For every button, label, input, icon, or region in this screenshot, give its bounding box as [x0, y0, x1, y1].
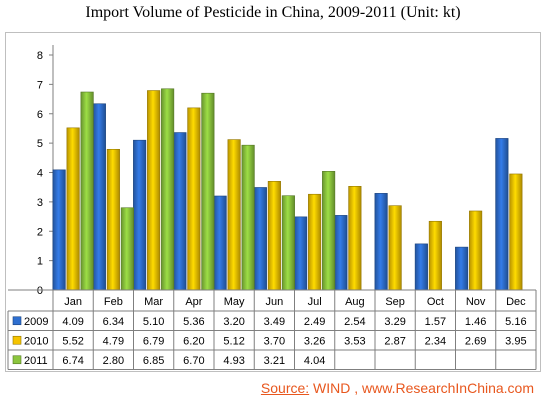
x-tick-label: May — [224, 296, 245, 308]
data-label-2010-Aug: 3.53 — [344, 335, 365, 347]
data-label-2009-Jan: 4.09 — [62, 316, 83, 328]
bar-2010-Oct — [428, 220, 442, 291]
y-tick-label: 4 — [37, 168, 43, 180]
bar-2009-Dec — [495, 138, 509, 291]
y-tick-label: 7 — [37, 79, 43, 91]
data-label-2011-Feb: 2.80 — [103, 355, 124, 367]
data-label-2010-May: 5.12 — [223, 335, 244, 347]
legend-key-2011 — [12, 355, 22, 365]
data-label-2009-Feb: 6.34 — [103, 316, 124, 328]
bar-2010-Feb — [106, 148, 120, 291]
x-tick-label: Apr — [185, 296, 202, 308]
bar-2010-Dec — [509, 173, 523, 291]
data-label-2009-Nov: 1.46 — [465, 316, 486, 328]
bar-2011-Mar — [161, 88, 175, 291]
source-label: Source: — [260, 380, 310, 396]
bar-2010-Sep — [388, 205, 402, 291]
bar-2010-Jan — [66, 127, 80, 291]
y-tick-label: 2 — [37, 226, 43, 238]
data-label-2009-Dec: 5.16 — [505, 316, 526, 328]
source-text: WIND , www.ResearchInChina.com — [309, 380, 534, 396]
x-tick-label: Dec — [506, 296, 526, 308]
x-tick-label: Nov — [466, 296, 486, 308]
bar-2011-May — [241, 144, 255, 291]
legend-label-2010: 2010 — [24, 335, 48, 347]
x-tick-label: Mar — [144, 296, 163, 308]
y-tick-label: 3 — [37, 197, 43, 209]
bar-2009-Mar — [133, 139, 147, 291]
x-tick-label: Jun — [266, 296, 284, 308]
x-tick-label: Jul — [308, 296, 322, 308]
bar-2009-Nov — [455, 246, 469, 291]
bar-2010-Apr — [187, 107, 201, 291]
data-label-2009-Apr: 5.36 — [183, 316, 204, 328]
data-label-2010-Feb: 4.79 — [103, 335, 124, 347]
legend-key-2009 — [12, 316, 22, 326]
y-tick-label: 1 — [37, 256, 43, 268]
chart-title: Import Volume of Pesticide in China, 200… — [85, 4, 461, 21]
bar-2010-Mar — [147, 90, 161, 291]
bar-2009-Jun — [253, 187, 267, 291]
source-note: Source: WIND , www.ResearchInChina.com — [261, 380, 534, 396]
data-label-2009-Sep: 3.29 — [384, 316, 405, 328]
data-label-2010-Mar: 6.79 — [143, 335, 164, 347]
bar-2010-Nov — [469, 210, 483, 291]
x-tick-label: Oct — [427, 296, 444, 308]
data-label-2011-May: 4.93 — [223, 355, 244, 367]
legend-label-2009: 2009 — [24, 316, 48, 328]
data-label-2010-Sep: 2.87 — [384, 335, 405, 347]
bar-2011-Jan — [80, 91, 94, 291]
bar-2009-Sep — [374, 193, 388, 291]
data-label-2009-Oct: 1.57 — [425, 316, 446, 328]
data-label-2010-Apr: 6.20 — [183, 335, 204, 347]
y-tick-label: 0 — [37, 285, 43, 297]
data-label-2010-Nov: 2.69 — [465, 335, 486, 347]
legend-label-2011: 2011 — [24, 355, 48, 367]
data-label-2009-Jun: 3.49 — [264, 316, 285, 328]
y-tick-label: 6 — [37, 109, 43, 121]
bar-2009-Feb — [92, 103, 106, 291]
bar-2010-Jun — [267, 181, 281, 291]
x-tick-label: Sep — [385, 296, 405, 308]
bar-2009-May — [213, 195, 227, 291]
data-label-2009-Aug: 2.54 — [344, 316, 365, 328]
data-label-2010-Jan: 5.52 — [62, 335, 83, 347]
data-label-2009-Mar: 5.10 — [143, 316, 164, 328]
bar-2009-Apr — [173, 132, 187, 291]
data-label-2011-Jul: 4.04 — [304, 355, 325, 367]
bar-2009-Aug — [334, 215, 348, 291]
data-label-2010-Dec: 3.95 — [505, 335, 526, 347]
data-label-2010-Jul: 3.26 — [304, 335, 325, 347]
legend-key-2010 — [12, 335, 22, 345]
data-label-2011-Jan: 6.74 — [62, 355, 83, 367]
bar-2009-Jan — [52, 169, 66, 291]
bar-2010-Jul — [308, 193, 322, 291]
data-label-2011-Mar: 6.85 — [143, 355, 164, 367]
bar-2009-Jul — [294, 216, 308, 291]
data-label-2009-May: 3.20 — [223, 316, 244, 328]
bar-2011-Jul — [322, 171, 336, 291]
x-tick-label: Aug — [345, 296, 365, 308]
x-tick-label: Jan — [64, 296, 82, 308]
bar-2011-Feb — [120, 207, 134, 291]
bar-2009-Oct — [414, 243, 428, 291]
data-label-2010-Oct: 2.34 — [425, 335, 446, 347]
bar-2011-Jun — [281, 195, 295, 291]
y-tick-label: 8 — [37, 50, 43, 62]
chart-frame — [5, 32, 541, 372]
data-label-2011-Apr: 6.70 — [183, 355, 204, 367]
data-label-2010-Jun: 3.70 — [264, 335, 285, 347]
data-label-2009-Jul: 2.49 — [304, 316, 325, 328]
bar-2010-May — [227, 139, 241, 291]
bar-2011-Apr — [201, 92, 215, 291]
y-tick-label: 5 — [37, 138, 43, 150]
data-label-2011-Jun: 3.21 — [264, 355, 285, 367]
bar-2010-Aug — [348, 186, 362, 291]
x-tick-label: Feb — [104, 296, 123, 308]
